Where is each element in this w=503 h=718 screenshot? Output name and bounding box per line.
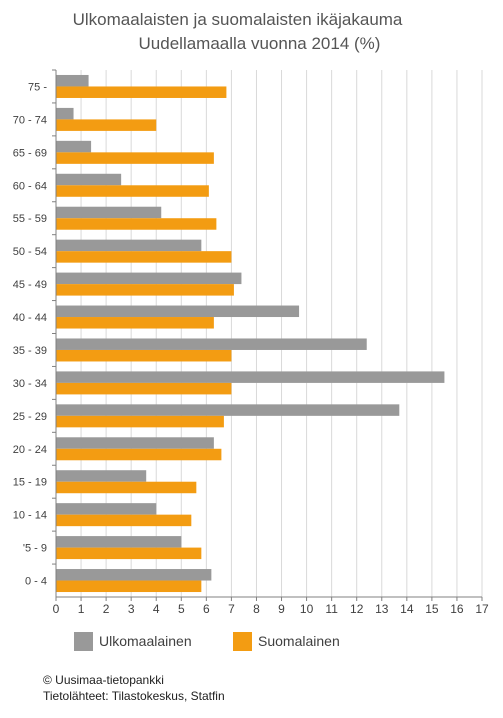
category-label: 0 - 4 [25, 576, 47, 588]
category-label: 75 - [28, 81, 47, 93]
bar-ulkomaalainen-14 [56, 536, 182, 548]
bar-ulkomaalainen-8 [56, 338, 367, 350]
bar-ulkomaalainen-4 [56, 206, 162, 219]
legend-item-ulkomaalainen: Ulkomaalainen [74, 631, 192, 651]
x-tick-label: 3 [128, 602, 135, 616]
category-label: 40 - 44 [13, 312, 47, 324]
bar-ulkomaalainen-5 [56, 239, 202, 252]
category-label: 15 - 19 [13, 477, 47, 489]
x-tick-label: 13 [375, 602, 389, 616]
chart-subtitle: Uudellamaalla vuonna 2014 (%) [138, 34, 381, 53]
category-label: 25 - 29 [13, 411, 47, 423]
x-tick-label: 14 [400, 602, 414, 616]
x-tick-label: 1 [78, 602, 85, 616]
bar-suomalainen-9 [56, 382, 232, 395]
bar-ulkomaalainen-2 [56, 140, 92, 153]
x-tick-label: 0 [53, 602, 60, 616]
category-label: 10 - 14 [13, 510, 47, 522]
x-tick-label: 12 [350, 602, 364, 616]
bar-suomalainen-15 [56, 580, 202, 593]
category-label: '5 - 9 [23, 543, 47, 555]
bar-ulkomaalainen-15 [56, 569, 212, 581]
x-tick-label: 6 [203, 602, 210, 616]
bar-suomalainen-2 [56, 152, 214, 164]
category-label: 60 - 64 [13, 180, 47, 192]
category-label: 20 - 24 [13, 444, 47, 456]
x-tick-label: 15 [425, 602, 439, 616]
bar-ulkomaalainen-0 [56, 74, 89, 87]
bar-suomalainen-8 [56, 349, 232, 362]
bar-ulkomaalainen-12 [56, 470, 147, 482]
legend-label-ulkomaalainen: Ulkomaalainen [99, 633, 192, 649]
legend-swatch-ulkomaalainen [74, 631, 93, 651]
bar-suomalainen-4 [56, 218, 217, 230]
bar-suomalainen-6 [56, 284, 234, 296]
category-label: 35 - 39 [13, 345, 47, 357]
bar-ulkomaalainen-13 [56, 503, 157, 515]
category-label: 30 - 34 [13, 378, 47, 390]
legend-swatch-suomalainen [233, 631, 252, 651]
bar-ulkomaalainen-6 [56, 272, 242, 285]
x-tick-label: 8 [253, 602, 260, 616]
x-tick-label: 9 [278, 602, 285, 616]
bar-suomalainen-3 [56, 185, 209, 197]
x-tick-label: 17 [475, 602, 489, 616]
x-tick-label: 7 [228, 602, 235, 616]
category-label: 45 - 49 [13, 279, 47, 291]
chart-title: Ulkomaalaisten ja suomalaisten ikäjakaum… [72, 10, 403, 29]
bar-ulkomaalainen-7 [56, 305, 300, 318]
bar-ulkomaalainen-1 [56, 107, 74, 120]
bar-suomalainen-5 [56, 251, 232, 263]
bar-suomalainen-14 [56, 547, 202, 560]
source-text: Tietolähteet: Tilastokeskus, Statfin [43, 689, 225, 703]
bar-ulkomaalainen-11 [56, 437, 214, 449]
bar-suomalainen-10 [56, 415, 224, 428]
copyright-text: © Uusimaa-tietopankki [43, 673, 164, 687]
bar-suomalainen-0 [56, 86, 227, 98]
x-tick-label: 2 [103, 602, 110, 616]
bar-suomalainen-1 [56, 119, 157, 131]
x-tick-label: 16 [450, 602, 464, 616]
x-tick-label: 5 [178, 602, 185, 616]
category-label: 70 - 74 [13, 114, 47, 126]
bar-ulkomaalainen-10 [56, 404, 400, 416]
legend-label-suomalainen: Suomalainen [258, 633, 340, 649]
bar-suomalainen-11 [56, 448, 222, 461]
bar-suomalainen-13 [56, 514, 192, 527]
category-label: 65 - 69 [13, 147, 47, 159]
category-label: 55 - 59 [13, 213, 47, 225]
bar-ulkomaalainen-9 [56, 371, 445, 383]
x-tick-label: 4 [153, 602, 160, 616]
x-tick-label: 11 [325, 602, 338, 616]
legend-item-suomalainen: Suomalainen [233, 631, 340, 651]
bar-ulkomaalainen-3 [56, 173, 122, 186]
bar-suomalainen-12 [56, 481, 197, 494]
bar-suomalainen-7 [56, 317, 214, 329]
x-tick-label: 10 [300, 602, 314, 616]
category-label: 50 - 54 [13, 246, 47, 258]
